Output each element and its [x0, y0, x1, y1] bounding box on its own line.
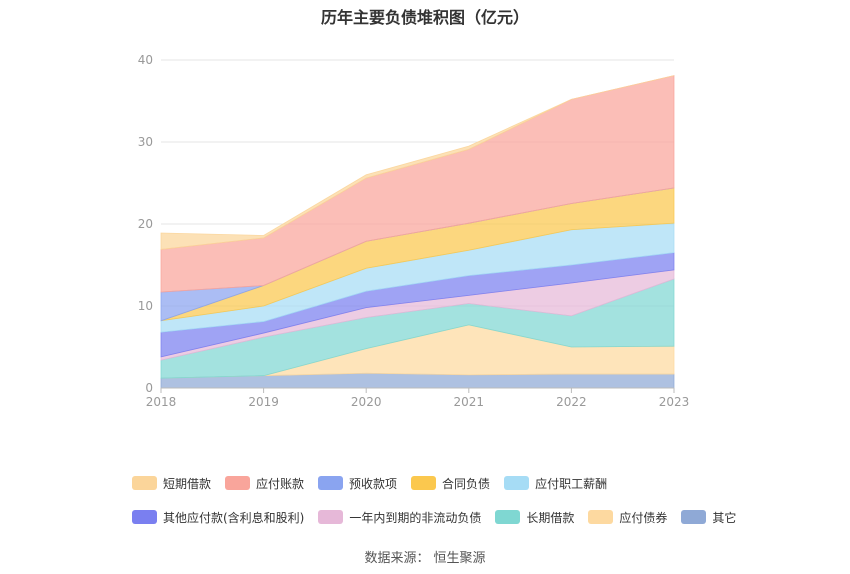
- source-label: 数据来源：: [364, 551, 430, 566]
- legend-item[interactable]: 应付债券: [588, 509, 667, 526]
- x-tick-label: 2023: [659, 395, 690, 409]
- y-tick-label: 10: [138, 299, 153, 313]
- legend-swatch: [318, 476, 344, 490]
- legend-label: 其它: [712, 510, 737, 525]
- chart-title: 历年主要负债堆积图（亿元）: [320, 8, 529, 27]
- legend-swatch: [318, 510, 344, 524]
- legend-item[interactable]: 短期借款: [132, 475, 211, 492]
- x-tick-label: 2019: [248, 395, 279, 409]
- data-source: 数据来源： 恒生聚源: [0, 547, 850, 566]
- legend-item[interactable]: 预收款项: [318, 475, 397, 492]
- legend-swatch: [225, 476, 251, 490]
- x-tick-label: 2021: [454, 395, 485, 409]
- legend-item[interactable]: 其它: [681, 509, 736, 526]
- area-series: [160, 75, 675, 250]
- y-tick-label: 30: [138, 135, 153, 149]
- legend-label: 预收款项: [349, 476, 398, 491]
- legend-row-2: 其他应付款(含利息和股利) 一年内到期的非流动负债 长期借款 应付债券 其它: [132, 506, 752, 528]
- legend-label: 应付职工薪酬: [535, 476, 608, 491]
- legend-label: 一年内到期的非流动负债: [349, 510, 482, 525]
- legend-item[interactable]: 应付职工薪酬: [504, 475, 607, 492]
- legend-label: 长期借款: [526, 510, 575, 525]
- source-name: 恒生聚源: [433, 551, 486, 566]
- legend-swatch: [411, 476, 437, 490]
- legend-swatch: [495, 510, 521, 524]
- legend-swatch: [588, 510, 614, 524]
- legend-swatch: [132, 510, 157, 524]
- x-tick-label: 2018: [146, 395, 177, 409]
- legend-row-1: 短期借款 应付账款 预收款项 合同负债 应付职工薪酬: [132, 472, 752, 494]
- y-tick-label: 40: [138, 53, 153, 67]
- legend-swatch: [504, 476, 530, 490]
- legend-item[interactable]: 应付账款: [225, 475, 304, 492]
- legend-label: 短期借款: [163, 476, 212, 491]
- legend-item[interactable]: 一年内到期的非流动负债: [318, 509, 481, 526]
- legend-label: 其他应付款(含利息和股利): [163, 510, 305, 525]
- legend-label: 应付债券: [619, 510, 668, 525]
- x-tick-label: 2020: [351, 395, 382, 409]
- legend-swatch: [681, 510, 707, 524]
- legend-label: 应付账款: [256, 476, 305, 491]
- legend: 短期借款 应付账款 预收款项 合同负债 应付职工薪酬 其他应付款(含利息和股利)…: [132, 472, 752, 540]
- legend-item[interactable]: 其他应付款(含利息和股利): [132, 509, 304, 526]
- legend-item[interactable]: 合同负债: [411, 475, 490, 492]
- legend-label: 合同负债: [442, 476, 491, 491]
- y-tick-label: 0: [145, 381, 153, 395]
- y-tick-label: 20: [138, 217, 153, 231]
- legend-swatch: [132, 476, 157, 490]
- legend-item[interactable]: 长期借款: [495, 509, 574, 526]
- x-tick-label: 2022: [556, 395, 587, 409]
